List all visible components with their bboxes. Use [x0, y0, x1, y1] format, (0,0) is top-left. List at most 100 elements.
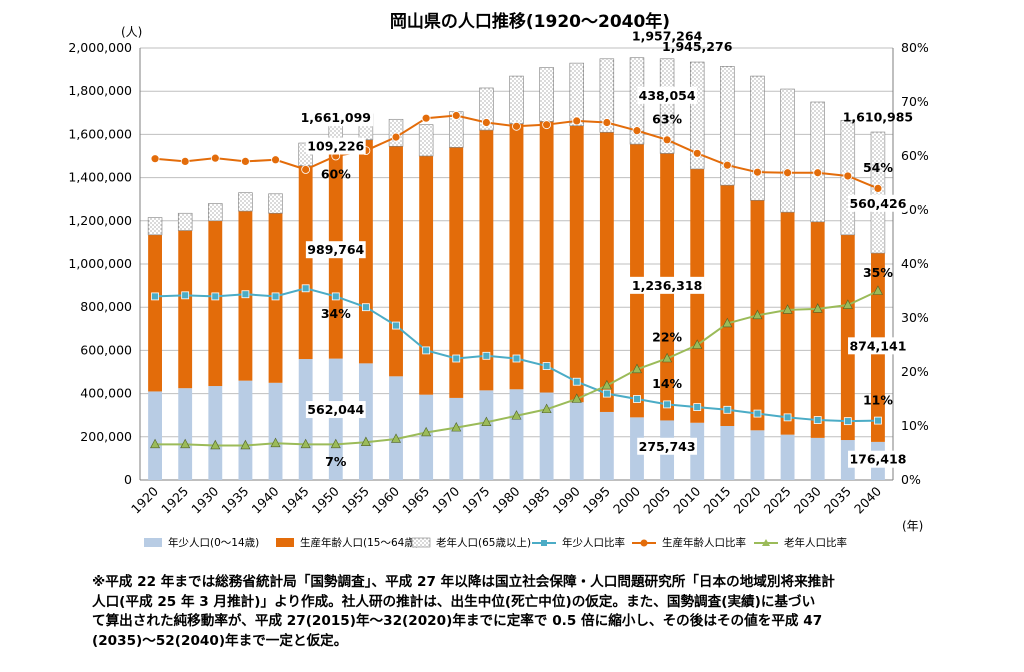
x-tick-label: 1980 [490, 483, 523, 516]
bar-young [509, 389, 524, 480]
point-working-ratio [512, 121, 521, 131]
y-right-tick-label: 20% [901, 364, 929, 379]
annotation-box [637, 86, 697, 104]
bar-young [238, 380, 253, 480]
x-tick-label: 1950 [309, 483, 342, 516]
data-label: 562,044 [307, 402, 364, 417]
bar-young [268, 382, 283, 480]
point-young-ratio [633, 395, 641, 403]
bar-elderly [659, 58, 675, 154]
point-elderly-ratio [872, 285, 883, 295]
bar-young [298, 359, 313, 480]
point-young-ratio [271, 292, 280, 301]
point-elderly-ratio [541, 403, 552, 414]
y-left-unit: (人) [121, 25, 142, 39]
point-young-ratio [241, 290, 250, 299]
bar-working [569, 125, 584, 403]
bar-young [449, 397, 464, 480]
point-elderly-ratio [631, 363, 642, 374]
x-tick-label: 1920 [128, 483, 161, 516]
point-young-ratio [753, 409, 762, 418]
data-label: 54% [863, 160, 893, 175]
point-working-ratio [150, 154, 160, 164]
chart-title: 岡山県の人口推移(1920～2040年) [390, 11, 670, 32]
point-elderly-ratio [481, 416, 492, 427]
point-elderly-ratio [240, 439, 251, 450]
bar-working [479, 130, 494, 391]
bar-working [539, 121, 554, 393]
bar-working [690, 168, 705, 423]
bar-elderly [177, 212, 193, 231]
point-elderly-ratio [752, 309, 763, 320]
bar-young [328, 358, 343, 480]
bar-young [539, 392, 554, 480]
y-left-tick-label: 2,000,000 [68, 40, 132, 55]
legend-marker [541, 540, 547, 546]
bar-working [148, 234, 162, 392]
bar-young [178, 388, 193, 480]
x-tick-label: 1945 [279, 484, 312, 517]
point-young-ratio [211, 292, 220, 301]
point-elderly-ratio [150, 438, 161, 449]
point-working-ratio [542, 120, 552, 130]
annotation-box [305, 241, 366, 259]
data-label: 874,141 [849, 338, 906, 353]
point-elderly-ratio [571, 393, 582, 403]
legend-label: 年少人口(0～14歳) [168, 536, 259, 549]
bar-working [780, 212, 795, 435]
bar-young [389, 376, 403, 480]
annotation-box [629, 276, 705, 294]
x-tick-label: 1925 [158, 484, 191, 517]
bar-elderly [208, 203, 223, 222]
annotation-box [305, 401, 366, 419]
y-left-tick-label: 1,600,000 [68, 126, 132, 141]
legend-label: 生産年齢人口比率 [662, 536, 746, 549]
point-working-ratio [843, 171, 853, 181]
data-label: 14% [652, 376, 682, 391]
bar-elderly [599, 58, 615, 133]
x-tick-label: 1965 [399, 484, 432, 517]
y-right-tick-label: 60% [901, 148, 929, 163]
point-working-ratio [602, 118, 612, 127]
point-young-ratio [361, 303, 370, 312]
x-tick-label: 2020 [730, 483, 763, 516]
note-line-3: て算出された純移動率が、平成 27(2015)年～32(2020)年までに定率で… [92, 613, 823, 629]
legend: 年少人口(0～14歳) 生産年齢人口(15～64歳) 老年人口(65歳以上) 年少人口… [144, 536, 847, 549]
x-tick-label: 1970 [429, 483, 462, 516]
bar-working [840, 234, 855, 441]
point-working-ratio [301, 165, 311, 174]
note-line-1: ※平成 22 年までは総務省統計局「国勢調査」、平成 27 年以降は国立社会保障… [92, 574, 835, 590]
x-tick-label: 1930 [188, 483, 221, 516]
point-elderly-ratio [662, 352, 673, 363]
bar-elderly [418, 124, 434, 157]
point-young-ratio [512, 354, 521, 363]
data-label: 275,743 [639, 439, 696, 454]
y-left-tick-label: 0 [124, 472, 132, 487]
bar-young [750, 430, 765, 480]
point-young-ratio [392, 321, 400, 330]
data-label: 176,418 [849, 452, 906, 467]
data-label: 22% [652, 330, 682, 345]
point-elderly-ratio [722, 317, 733, 328]
data-label: 35% [863, 265, 893, 280]
point-working-ratio [481, 118, 491, 127]
bar-young [208, 386, 223, 480]
x-tick-label: 1990 [550, 483, 583, 516]
bar-elderly [147, 217, 163, 236]
bar-elderly [720, 66, 735, 186]
data-label: 34% [321, 306, 351, 321]
data-label: 60% [321, 167, 351, 182]
point-elderly-ratio [842, 299, 853, 309]
point-young-ratio [602, 389, 611, 398]
point-young-ratio [422, 346, 431, 355]
data-label: 989,764 [307, 242, 364, 257]
x-tick-label: 2035 [821, 484, 854, 517]
point-elderly-ratio [180, 438, 191, 449]
legend-swatch [411, 537, 431, 548]
bar-working [720, 185, 735, 426]
data-label: 1,661,099 [301, 110, 371, 125]
point-young-ratio [452, 354, 461, 363]
point-elderly-ratio [451, 421, 462, 432]
y-left-tick-label: 600,000 [80, 342, 132, 357]
x-tick-label: 1935 [218, 484, 251, 517]
